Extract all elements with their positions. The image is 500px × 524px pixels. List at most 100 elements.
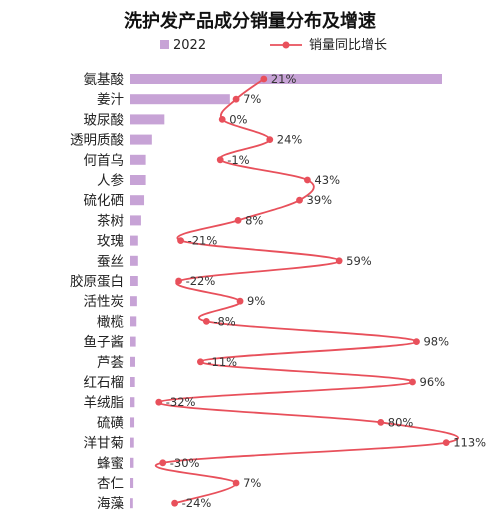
growth-label: -24% — [182, 496, 212, 510]
category-label: 鱼子酱 — [84, 334, 125, 351]
category-labels: 氨基酸姜汁玻尿酸透明质酸何首乌人参硫化硒茶树玫瑰蚕丝胶原蛋白活性炭橄榄鱼子酱芦荟… — [70, 71, 124, 512]
category-label: 蚕丝 — [97, 254, 124, 270]
category-label: 羊绒脂 — [84, 395, 125, 411]
growth-labels: 21% 7% 0% 24% -1% 43% 39% 8% -21% 59% -22% 9% -8% 98%… — [166, 72, 486, 510]
growth-label: -30% — [170, 456, 200, 470]
bar-18 — [130, 417, 135, 428]
category-label: 氨基酸 — [84, 71, 125, 88]
growth-point — [155, 398, 163, 406]
bar-17 — [130, 397, 135, 408]
category-label: 茶树 — [97, 213, 124, 229]
growth-label: 96% — [420, 375, 446, 389]
growth-point — [335, 257, 343, 265]
growth-label: -32% — [166, 395, 196, 409]
bar-21 — [130, 478, 134, 488]
legend-bar-label: 2022 — [173, 38, 206, 53]
growth-point — [159, 459, 167, 467]
bar-1 — [130, 74, 442, 84]
growth-point — [232, 95, 240, 103]
growth-label: 8% — [245, 213, 263, 227]
growth-label: 7% — [243, 476, 261, 490]
bar-8 — [130, 215, 141, 226]
growth-label: 39% — [307, 193, 333, 207]
growth-point — [216, 156, 224, 164]
growth-label: 0% — [229, 112, 247, 126]
legend-line-marker — [282, 41, 290, 49]
growth-label: -1% — [227, 153, 249, 167]
growth-label: 43% — [314, 173, 340, 187]
legend-bar-swatch — [160, 40, 169, 49]
category-label: 蜂蜜 — [97, 456, 124, 472]
category-label: 海藻 — [97, 496, 124, 512]
category-label: 何首乌 — [84, 153, 125, 169]
growth-point — [177, 237, 184, 245]
category-label: 人参 — [97, 172, 124, 189]
bar-10 — [130, 255, 138, 266]
growth-label: 9% — [247, 294, 265, 308]
category-label: 硫化硒 — [84, 193, 125, 209]
growth-point — [377, 419, 385, 426]
growth-point — [171, 499, 179, 507]
category-label: 橄榄 — [97, 313, 124, 330]
bar-7 — [130, 195, 145, 206]
bar-2 — [130, 94, 230, 105]
bar-15 — [130, 356, 135, 367]
growth-label: 59% — [346, 254, 372, 268]
growth-points — [155, 75, 450, 507]
growth-label: -11% — [207, 355, 237, 369]
growth-point — [260, 75, 268, 83]
bar-12 — [130, 296, 137, 307]
growth-point — [296, 196, 303, 204]
growth-label: -8% — [213, 314, 235, 328]
growth-point — [236, 297, 244, 305]
bar-11 — [130, 276, 138, 286]
growth-point — [197, 358, 204, 366]
bar-20 — [130, 457, 134, 468]
growth-label: 7% — [243, 92, 261, 106]
legend: 2022 销量同比增长 — [160, 38, 387, 53]
growth-point — [218, 116, 226, 123]
category-label: 姜汁 — [97, 92, 124, 108]
category-label: 透明质酸 — [70, 133, 124, 149]
growth-label: 21% — [271, 72, 297, 86]
growth-point — [409, 378, 416, 386]
growth-point — [234, 217, 242, 224]
growth-label: 113% — [453, 436, 486, 450]
category-label: 硫磺 — [97, 415, 124, 431]
growth-label: 80% — [388, 415, 414, 429]
growth-label: -22% — [186, 274, 216, 288]
growth-line — [154, 78, 459, 505]
category-label: 胶原蛋白 — [70, 273, 124, 290]
bar-3 — [130, 114, 165, 125]
growth-point — [442, 439, 450, 446]
bar-9 — [130, 235, 138, 246]
bar-13 — [130, 316, 137, 327]
growth-point — [304, 176, 311, 184]
bar-series — [130, 74, 442, 509]
category-label: 玻尿酸 — [84, 112, 125, 128]
bar-22 — [130, 498, 133, 509]
category-label: 活性炭 — [84, 294, 125, 310]
growth-label: 24% — [277, 133, 303, 147]
category-label: 洋甘菊 — [84, 436, 125, 452]
category-label: 芦荟 — [97, 354, 124, 371]
growth-label: 98% — [423, 335, 449, 349]
bar-5 — [130, 154, 146, 165]
growth-point — [232, 479, 240, 487]
legend-line-label: 销量同比增长 — [309, 38, 387, 53]
category-label: 玫瑰 — [97, 234, 124, 250]
growth-point — [202, 318, 210, 325]
bar-14 — [130, 336, 136, 347]
bar-4 — [130, 134, 152, 145]
growth-point — [413, 338, 420, 345]
growth-line-series — [154, 78, 459, 505]
chart-title: 洗护发产品成分销量分布及增速 — [124, 10, 376, 32]
growth-point — [266, 136, 274, 144]
growth-label: -21% — [188, 234, 218, 248]
bar-16 — [130, 377, 135, 387]
growth-point — [175, 277, 182, 285]
bar-6 — [130, 175, 146, 185]
category-label: 红石榴 — [84, 375, 125, 391]
